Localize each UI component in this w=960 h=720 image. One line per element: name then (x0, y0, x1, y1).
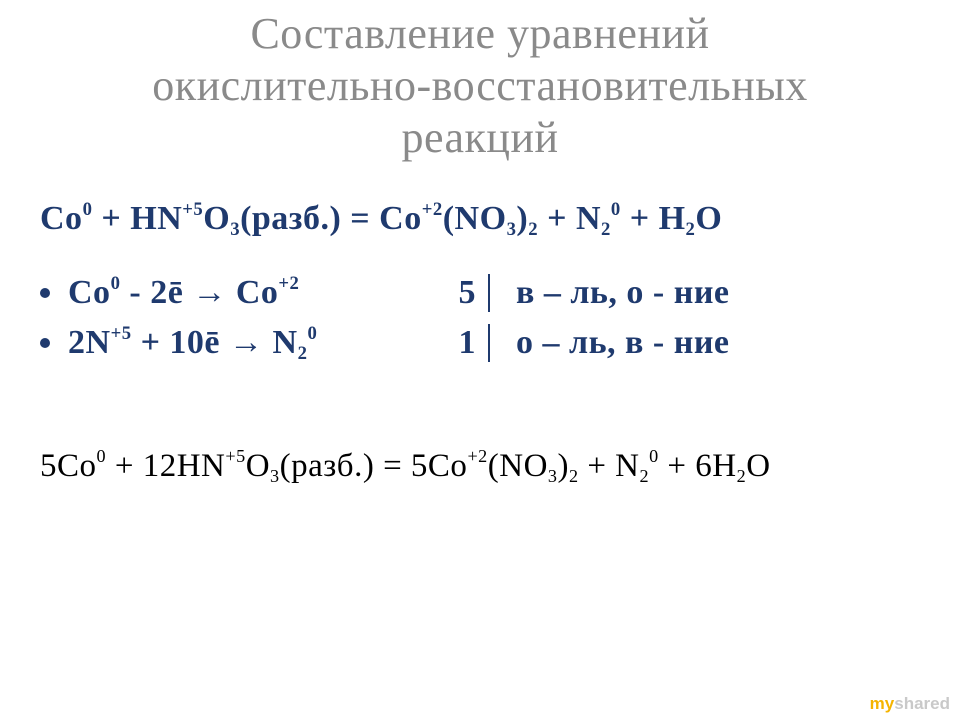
txt: ) (516, 200, 528, 237)
txt: 5 (40, 448, 57, 484)
bullet-icon (40, 288, 50, 298)
sub: 2 (601, 219, 611, 240)
txt: O (246, 448, 270, 484)
half-eq-2: 2N+5 + 10ē → N20 (68, 324, 418, 362)
txt: Co (57, 448, 97, 484)
sup: 0 (97, 446, 107, 466)
sup: +2 (422, 199, 443, 220)
txt: (разб.) (240, 200, 341, 237)
txt: 2N (68, 324, 111, 361)
half-reaction-1: Co0 - 2ē → Co+2 5 в – ль, о - ние (40, 274, 930, 312)
sup: 0 (649, 446, 659, 466)
watermark-my: my (870, 694, 895, 713)
watermark: myshared (870, 694, 950, 714)
txt: + N (579, 448, 640, 484)
sup: 0 (83, 199, 93, 220)
coef-box-1: 5 (428, 274, 490, 312)
slide-content: Co0 + HN+5O3(разб.) = Co+2(NO3)2 + N20 +… (0, 200, 960, 485)
role-1: в – ль, о - ние (516, 274, 730, 312)
title-line-2: окислительно-восстановительных (152, 61, 808, 110)
slide-title: Составление уравнений окислительно-восст… (0, 0, 960, 174)
txt: (NO (443, 200, 507, 237)
sup: 0 (307, 323, 317, 344)
txt: = 5Co (374, 448, 467, 484)
txt: H (659, 200, 686, 237)
sup: +5 (111, 323, 132, 344)
txt: + 12HN (106, 448, 225, 484)
txt: O (203, 200, 230, 237)
txt: N (576, 200, 601, 237)
sub: 2 (528, 219, 538, 240)
txt: Co (236, 274, 279, 311)
sup: 0 (111, 273, 121, 294)
txt: + 6H (659, 448, 737, 484)
txt: + (538, 200, 576, 237)
txt: Co (40, 200, 83, 237)
sup: +2 (467, 446, 487, 466)
txt: Co (379, 200, 422, 237)
txt: (NO (488, 448, 548, 484)
sup: 0 (611, 199, 621, 220)
divider-line (488, 274, 490, 312)
half-eq-1: Co0 - 2ē → Co+2 (68, 274, 418, 312)
sub: 3 (548, 466, 558, 486)
coefficient-2: 1 (428, 324, 488, 362)
sub: 2 (569, 466, 579, 486)
sub: 3 (270, 466, 280, 486)
sub: 2 (298, 343, 308, 364)
divider-line (488, 324, 490, 362)
txt: + (92, 200, 130, 237)
txt: + (621, 200, 659, 237)
txt: + 10ē → (132, 324, 273, 361)
txt: (разб.) (280, 448, 375, 484)
txt: HN (130, 200, 182, 237)
sub: 3 (230, 219, 240, 240)
coef-box-2: 1 (428, 324, 490, 362)
txt: Co (68, 274, 111, 311)
sub: 2 (640, 466, 650, 486)
sub: 3 (507, 219, 517, 240)
role-2: о – ль, в - ние (516, 324, 730, 362)
coefficient-1: 5 (428, 274, 488, 312)
txt: ) (557, 448, 569, 484)
txt: O (695, 200, 722, 237)
sub: 2 (686, 219, 696, 240)
sup: +2 (278, 273, 299, 294)
half-reaction-2: 2N+5 + 10ē → N20 1 о – ль, в - ние (40, 324, 930, 362)
title-line-3: реакций (401, 113, 558, 162)
sup: +5 (225, 446, 245, 466)
txt: - 2ē → (120, 274, 235, 311)
txt: O (746, 448, 770, 484)
watermark-shared: shared (894, 694, 950, 713)
equation-unbalanced: Co0 + HN+5O3(разб.) = Co+2(NO3)2 + N20 +… (40, 200, 930, 238)
bullet-icon (40, 338, 50, 348)
sup: +5 (182, 199, 203, 220)
title-line-1: Составление уравнений (250, 9, 709, 58)
txt: = (341, 200, 379, 237)
slide: Составление уравнений окислительно-восст… (0, 0, 960, 720)
equation-balanced: 5Co0 + 12HN+5O3(разб.) = 5Co+2(NO3)2 + N… (40, 448, 930, 485)
sub: 2 (737, 466, 747, 486)
txt: N (273, 324, 298, 361)
